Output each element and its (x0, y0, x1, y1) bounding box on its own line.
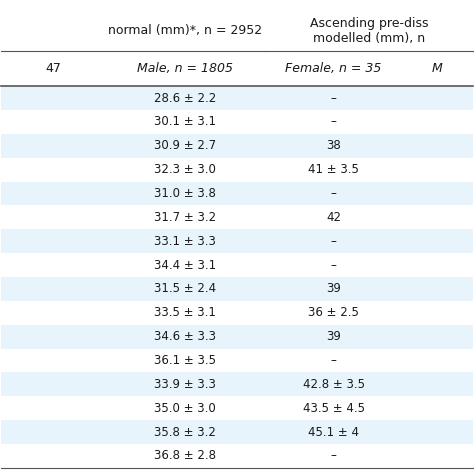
Text: 36.1 ± 3.5: 36.1 ± 3.5 (154, 354, 216, 367)
Text: 30.9 ± 2.7: 30.9 ± 2.7 (154, 139, 216, 152)
Text: –: – (331, 187, 337, 200)
Bar (1, 420, 473, 444)
Text: Female, n = 35: Female, n = 35 (285, 62, 382, 75)
Text: 30.1 ± 3.1: 30.1 ± 3.1 (154, 116, 216, 128)
Text: Male, n = 1805: Male, n = 1805 (137, 62, 233, 75)
Text: 33.1 ± 3.3: 33.1 ± 3.3 (154, 235, 216, 248)
Text: 47: 47 (46, 62, 61, 75)
Text: 35.0 ± 3.0: 35.0 ± 3.0 (155, 402, 216, 415)
Text: 31.5 ± 2.4: 31.5 ± 2.4 (154, 283, 216, 295)
Bar (1, 86, 473, 110)
Text: M: M (432, 62, 443, 75)
Text: 31.0 ± 3.8: 31.0 ± 3.8 (154, 187, 216, 200)
Text: –: – (331, 259, 337, 272)
Bar (1, 229, 473, 253)
Text: 36 ± 2.5: 36 ± 2.5 (308, 306, 359, 319)
Text: 32.3 ± 3.0: 32.3 ± 3.0 (154, 163, 216, 176)
Text: 43.5 ± 4.5: 43.5 ± 4.5 (302, 402, 365, 415)
Text: 36.8 ± 2.8: 36.8 ± 2.8 (154, 449, 216, 463)
Text: 42.8 ± 3.5: 42.8 ± 3.5 (302, 378, 365, 391)
Text: 31.7 ± 3.2: 31.7 ± 3.2 (154, 211, 216, 224)
Text: –: – (331, 91, 337, 105)
Text: 34.4 ± 3.1: 34.4 ± 3.1 (154, 259, 216, 272)
Bar (1, 182, 473, 206)
Text: –: – (331, 235, 337, 248)
Text: 42: 42 (326, 211, 341, 224)
Bar (1, 277, 473, 301)
Text: 39: 39 (326, 330, 341, 343)
Text: 41 ± 3.5: 41 ± 3.5 (308, 163, 359, 176)
Text: 38: 38 (326, 139, 341, 152)
Bar (1, 325, 473, 348)
Text: 33.5 ± 3.1: 33.5 ± 3.1 (154, 306, 216, 319)
Text: Ascending pre-diss
modelled (mm), n: Ascending pre-diss modelled (mm), n (310, 17, 428, 45)
Text: 34.6 ± 3.3: 34.6 ± 3.3 (154, 330, 216, 343)
Text: 28.6 ± 2.2: 28.6 ± 2.2 (154, 91, 216, 105)
Text: –: – (331, 449, 337, 463)
Text: –: – (331, 354, 337, 367)
Text: 45.1 ± 4: 45.1 ± 4 (308, 426, 359, 438)
Bar (1, 373, 473, 396)
Text: 35.8 ± 3.2: 35.8 ± 3.2 (154, 426, 216, 438)
Text: 39: 39 (326, 283, 341, 295)
Bar (1, 134, 473, 158)
Text: normal (mm)*, n = 2952: normal (mm)*, n = 2952 (108, 24, 262, 37)
Text: –: – (331, 116, 337, 128)
Text: 33.9 ± 3.3: 33.9 ± 3.3 (154, 378, 216, 391)
